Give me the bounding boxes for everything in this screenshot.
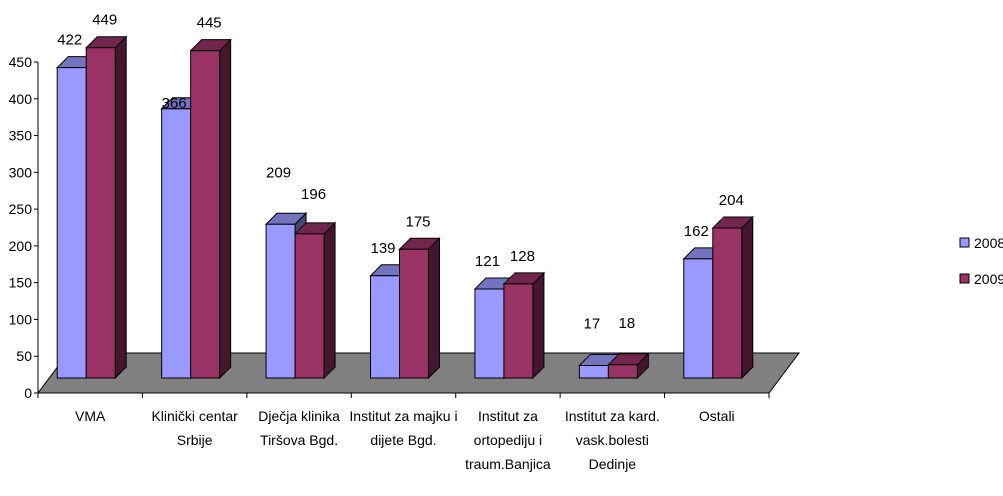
- data-label: 128: [510, 248, 535, 265]
- y-tick-label: 100: [9, 311, 33, 327]
- x-category-label: traum.Banjica: [465, 456, 551, 472]
- bar-front: [265, 223, 296, 379]
- y-tick-label: 400: [9, 91, 33, 107]
- y-tick-label: 200: [9, 238, 33, 254]
- bar-side: [219, 38, 232, 380]
- bar-front: [56, 67, 87, 379]
- legend-label: 2008: [974, 235, 1003, 251]
- x-category-label: Dječja klinika: [258, 408, 340, 424]
- bar-side: [741, 215, 754, 380]
- x-category-label: Ostali: [699, 408, 735, 424]
- bar-front: [85, 47, 116, 379]
- bar-front: [399, 248, 429, 379]
- x-category-label: Srbije: [177, 432, 213, 448]
- bar-2009-4: [502, 271, 546, 380]
- bar-side: [114, 35, 127, 380]
- x-category-label: Institut za: [478, 408, 538, 424]
- bar-front: [294, 233, 325, 379]
- x-category-label: Tiršova Bgd.: [260, 432, 338, 448]
- x-category-label: ortopediju i: [474, 432, 543, 448]
- y-tick-label: 350: [9, 128, 33, 144]
- data-label: 449: [92, 12, 117, 29]
- bar-2009-0: [85, 35, 128, 380]
- bar-side: [428, 237, 440, 380]
- data-label: 162: [684, 223, 709, 240]
- bar-front: [683, 258, 714, 379]
- bar-front: [578, 364, 609, 379]
- data-label: 196: [301, 186, 326, 203]
- bar-side: [532, 271, 545, 380]
- data-label: 139: [370, 240, 395, 257]
- x-category-label: Institut za kard.: [565, 408, 660, 424]
- data-label: 175: [405, 213, 430, 230]
- y-tick-label: 50: [16, 348, 32, 364]
- bar-front: [607, 364, 638, 379]
- bar-front: [474, 288, 505, 379]
- data-label: 17: [584, 315, 601, 332]
- legend-swatch: [959, 237, 970, 248]
- y-tick-label: 250: [9, 201, 33, 217]
- bar-front: [503, 283, 534, 379]
- x-category-label: Dedinje: [589, 456, 637, 472]
- data-label: 121: [475, 253, 500, 270]
- y-tick-label: 300: [9, 164, 33, 180]
- x-category-label: VMA: [75, 408, 106, 424]
- bar-front: [712, 227, 743, 379]
- bar-2009-3: [398, 237, 441, 380]
- data-label: 422: [57, 32, 82, 49]
- data-label: 204: [719, 192, 744, 209]
- bar-front: [161, 108, 192, 379]
- data-label: 445: [197, 15, 222, 32]
- data-label: 366: [162, 95, 187, 112]
- bar-2009-2: [293, 221, 337, 380]
- data-label: 18: [619, 315, 636, 332]
- bar-side: [323, 221, 336, 380]
- x-category-label: Klinički centar: [151, 408, 238, 424]
- bar-2009-1: [189, 38, 232, 380]
- data-label: 209: [266, 164, 291, 181]
- legend-swatch: [959, 273, 970, 284]
- legend-label: 2009: [974, 271, 1003, 287]
- bar-2009-6: [711, 215, 754, 380]
- x-category-label: dijete Bgd.: [370, 432, 436, 448]
- bar-front: [190, 50, 221, 379]
- y-tick-label: 450: [9, 54, 33, 70]
- y-tick-label: 150: [9, 275, 33, 291]
- bar-2009-5: [607, 352, 650, 380]
- bar-front: [370, 275, 400, 379]
- x-category-label: vask.bolesti: [576, 432, 649, 448]
- y-tick-label: 0: [24, 385, 32, 401]
- x-category-label: Institut za majku i: [349, 408, 457, 424]
